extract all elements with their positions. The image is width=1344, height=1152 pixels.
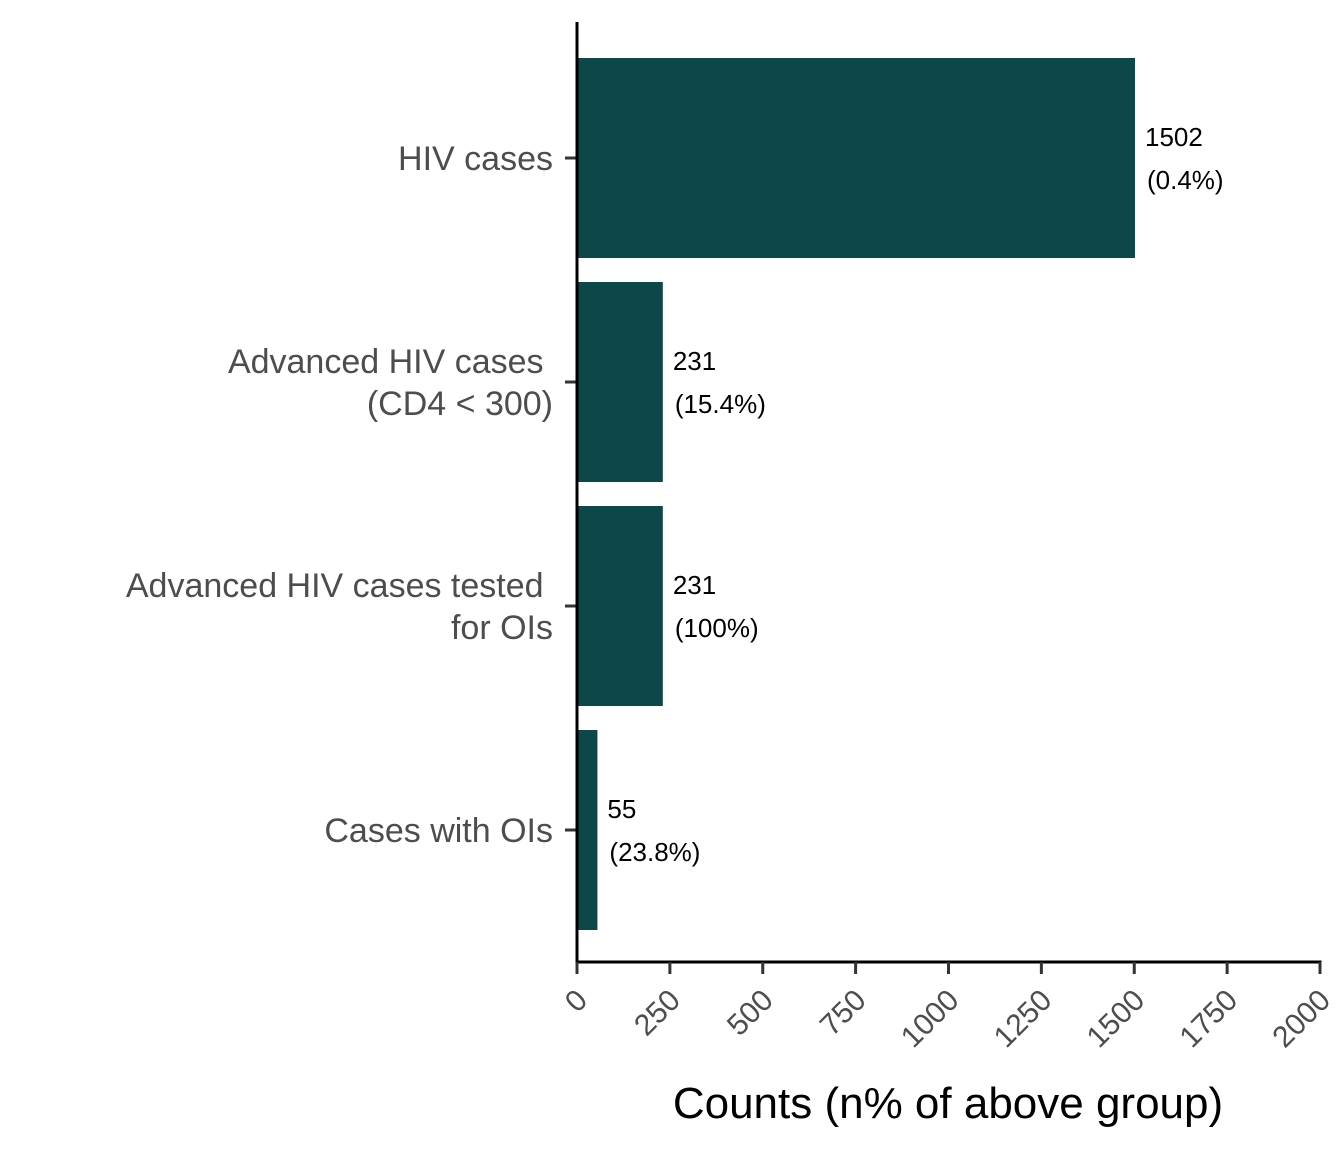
category-label: Advanced HIV cases tested for OIs [126,567,553,647]
data-label-line: 55 [607,794,636,824]
category-label: HIV cases [398,140,553,178]
data-label-line: 231 [673,570,716,600]
data-label-line: (100%) [675,613,759,643]
x-tick-label: 0 [559,984,594,1019]
x-axis: 0 250 500 750 1000 1250 1500 1750 2000 [559,960,1337,1055]
bar-data-label: 55 (23.8%) [607,794,700,867]
data-label-line: 231 [673,346,716,376]
data-label-line: (0.4%) [1147,165,1224,195]
x-tick-label: 500 [721,984,780,1043]
bar [577,282,663,482]
data-label-line: (15.4%) [675,389,766,419]
category-label-line: for OIs [451,609,553,647]
category-label-line: HIV cases [398,140,553,178]
x-tick-label: 750 [814,984,873,1043]
category-label: Cases with OIs [324,812,553,850]
bar [577,730,598,930]
bar-data-label: 1502 (0.4%) [1145,122,1224,195]
bar-data-label: 231 (15.4%) [673,346,766,419]
category-label-line: Advanced HIV cases tested [126,567,553,605]
x-tick-label: 250 [628,984,687,1043]
category-label: Advanced HIV cases (CD4 < 300) [228,343,553,423]
x-tick-label: 2000 [1266,984,1337,1055]
data-label-line: (23.8%) [609,837,700,867]
data-label-line: 1502 [1145,122,1203,152]
bar [577,58,1135,258]
x-tick-label: 1750 [1174,984,1245,1055]
bar [577,506,663,706]
x-tick-label: 1000 [895,984,966,1055]
x-tick-label: 1250 [988,984,1059,1055]
category-label-line: Advanced HIV cases [228,343,553,381]
x-tick-label: 1500 [1081,984,1152,1055]
category-label-line: (CD4 < 300) [367,385,553,423]
category-label-line: Cases with OIs [324,812,553,850]
bar-data-label: 231 (100%) [673,570,759,643]
x-axis-title: Counts (n% of above group) [673,1079,1223,1128]
bars-group [577,58,1135,930]
data-labels-group: 1502 (0.4%) 231 (15.4%) 231 (100%) 55 (23.8%) [607,122,1223,867]
